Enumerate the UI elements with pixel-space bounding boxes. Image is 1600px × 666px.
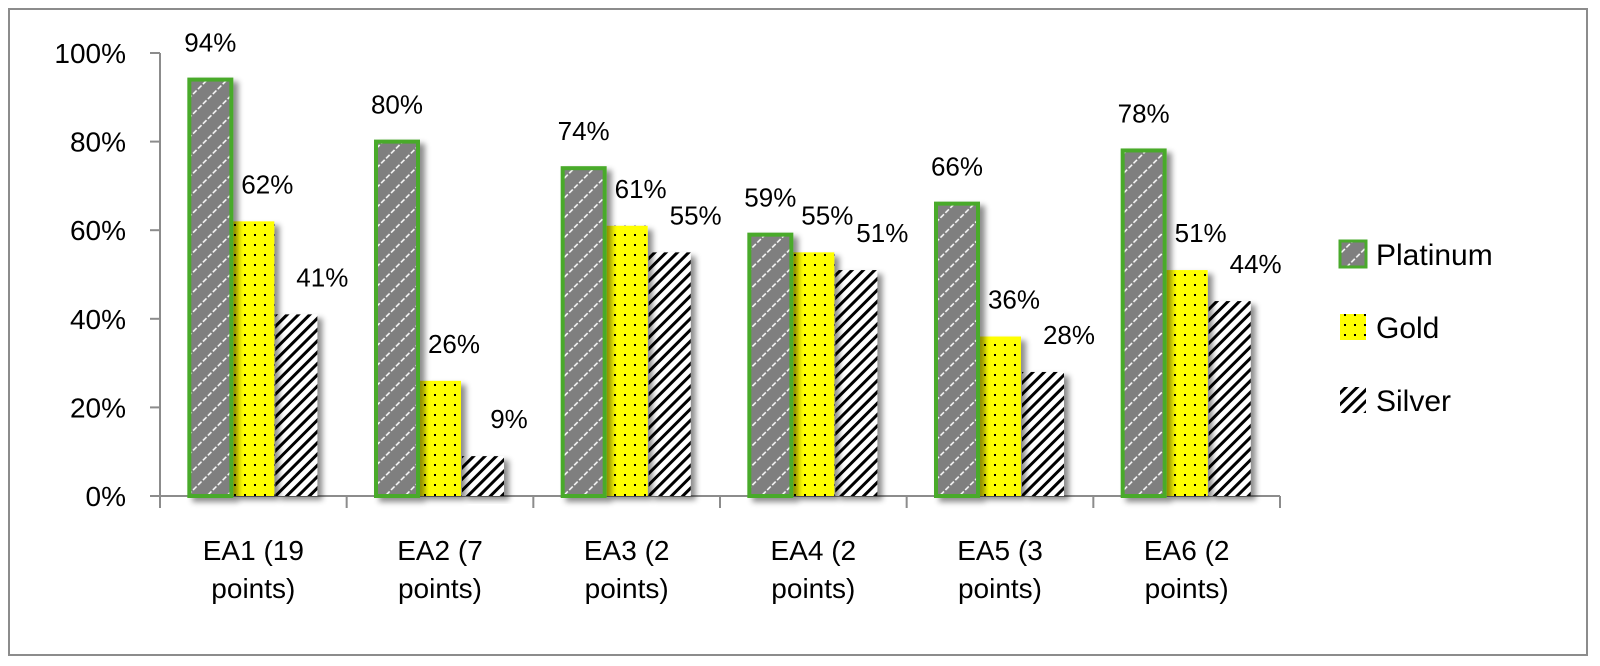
legend-label-silver: Silver — [1376, 385, 1451, 418]
bars — [187, 77, 1251, 499]
bar-gold — [232, 221, 275, 496]
bar-gold — [792, 252, 835, 496]
y-tick-label: 20% — [70, 392, 126, 423]
legend-swatch-gold — [1340, 314, 1366, 340]
bar-gold — [605, 225, 648, 496]
legend-label-gold: Gold — [1376, 312, 1439, 345]
y-tick-label: 0% — [86, 481, 126, 512]
data-label-gold: 26% — [428, 329, 480, 359]
x-tick-label: EA2 (7 points) — [397, 535, 483, 604]
data-label-platinum: 59% — [744, 183, 796, 213]
legend-label-platinum: Platinum — [1376, 239, 1493, 272]
bar-platinum — [1120, 148, 1167, 499]
bar-silver — [1022, 371, 1064, 496]
data-label-gold: 36% — [988, 285, 1040, 315]
x-tick-label: EA5 (3 points) — [957, 535, 1043, 604]
bar-gold — [979, 336, 1021, 496]
data-label-gold: 62% — [241, 169, 293, 199]
x-tick-label: EA3 (2 points) — [584, 535, 670, 604]
bar-platinum — [747, 232, 794, 498]
bar-silver — [462, 456, 504, 496]
data-label-platinum: 74% — [558, 116, 610, 146]
legend: Platinum Gold Silver — [1338, 239, 1493, 418]
bar-platinum — [560, 166, 607, 498]
data-label-gold: 61% — [615, 174, 667, 204]
data-label-silver: 41% — [296, 262, 348, 292]
data-label-platinum: 94% — [184, 28, 236, 58]
bar-silver — [275, 314, 318, 496]
data-labels: 94%62%41%80%26%9%74%61%55%59%55%51%66%36… — [184, 28, 1281, 435]
axes: 0% 20% 40% 60% 80% 100% EA1 (19 points) EA2 (7 po… — [54, 38, 1281, 604]
x-tick-label: EA4 (2 points) — [771, 535, 857, 604]
data-label-silver: 28% — [1043, 320, 1095, 350]
bar-platinum — [187, 77, 234, 499]
bar-silver — [1208, 301, 1251, 496]
data-label-platinum: 80% — [371, 90, 423, 120]
data-label-gold: 51% — [1175, 218, 1227, 248]
legend-swatch-silver — [1340, 387, 1366, 413]
bar-gold — [1165, 270, 1208, 496]
y-tick-label: 40% — [70, 304, 126, 335]
data-label-silver: 9% — [490, 404, 528, 434]
y-tick-label: 60% — [70, 215, 126, 246]
bar-platinum — [374, 139, 420, 498]
y-tick-label: 100% — [54, 38, 126, 69]
y-tick-label: 80% — [70, 127, 126, 158]
bar-silver — [835, 270, 878, 496]
data-label-platinum: 66% — [931, 152, 983, 182]
x-tick-label: EA1 (19 points) — [203, 535, 304, 604]
data-label-silver: 51% — [856, 218, 908, 248]
data-label-gold: 55% — [801, 200, 853, 230]
x-tick-label: EA6 (2 points) — [1144, 535, 1230, 604]
legend-swatch-platinum — [1338, 239, 1368, 269]
bar-silver — [648, 252, 691, 496]
bar-gold — [419, 380, 461, 496]
bar-platinum — [934, 201, 980, 498]
data-label-platinum: 78% — [1118, 98, 1170, 128]
data-label-silver: 44% — [1230, 249, 1282, 279]
data-label-silver: 55% — [670, 200, 722, 230]
